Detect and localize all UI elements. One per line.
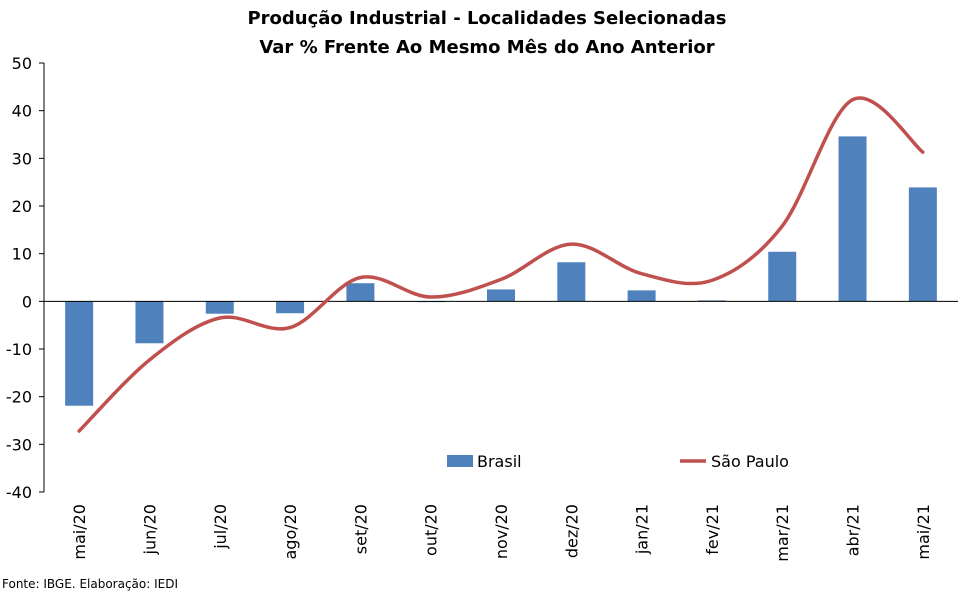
sao-paulo-line — [77, 96, 925, 433]
bar-brasil-abr-21 — [838, 136, 867, 302]
bar-brasil-set-20 — [346, 283, 375, 302]
y-tick-label: 0 — [22, 292, 32, 311]
source-note: Fonte: IBGE. Elaboração: IEDI — [2, 577, 178, 591]
bar-brasil-nov-20 — [487, 289, 515, 302]
x-tick-label-mai-20: mai/20 — [70, 504, 89, 560]
brasil-bars — [65, 136, 937, 406]
x-tick-label-mai-21: mai/21 — [914, 504, 933, 560]
x-tick-label-jun-20: jun/20 — [140, 504, 159, 555]
bar-brasil-mai-20 — [65, 301, 94, 406]
x-tick-label-abr-21: abr/21 — [844, 504, 863, 556]
x-tick-label-jan-21: jan/21 — [633, 504, 652, 555]
y-tick-label: 10 — [12, 245, 32, 264]
bar-brasil-jan-21 — [627, 290, 656, 302]
x-tick-label-out-20: out/20 — [422, 504, 441, 556]
x-tick-label-jul-20: jul/20 — [211, 504, 230, 550]
bar-brasil-jul-20 — [205, 301, 234, 314]
y-tick-label: 20 — [12, 197, 32, 216]
y-tick-label: 30 — [12, 149, 32, 168]
y-tick-label: -20 — [6, 388, 32, 407]
bar-brasil-mai-21 — [908, 187, 937, 302]
bar-brasil-mar-21 — [768, 251, 797, 302]
legend-label-brasil: Brasil — [477, 452, 522, 471]
y-tick-label: 50 — [12, 54, 32, 73]
y-tick-label: -40 — [6, 483, 32, 502]
y-tick-label: -30 — [6, 435, 32, 454]
x-tick-label-mar-21: mar/21 — [773, 504, 792, 562]
x-tick-label-set-20: set/20 — [351, 504, 370, 554]
x-axis-tick-labels: mai/20 jun/20 jul/20 ago/20 set/20 out/20 nov/… — [70, 504, 933, 562]
chart-title: Produção Industrial - Localidades Seleci… — [247, 8, 726, 29]
x-tick-label-fev-21: fev/21 — [703, 504, 722, 555]
legend-label-sao-paulo: São Paulo — [711, 452, 789, 471]
bar-brasil-dez-20 — [557, 262, 586, 302]
y-tick-label: -10 — [6, 340, 32, 359]
x-tick-label-dez-20: dez/20 — [562, 504, 581, 558]
x-tick-label-nov-20: nov/20 — [492, 504, 511, 559]
x-tick-label-ago-20: ago/20 — [281, 504, 300, 560]
legend: Brasil São Paulo — [447, 452, 789, 471]
bar-brasil-jun-20 — [135, 301, 164, 344]
legend-swatch-brasil — [447, 455, 473, 467]
bar-brasil-ago-20 — [276, 301, 305, 314]
y-axis-ticks: -40 -30 -20 -10 0 10 20 30 40 50 — [6, 54, 44, 502]
y-tick-label: 40 — [12, 102, 32, 121]
chart-subtitle: Var % Frente Ao Mesmo Mês do Ano Anterio… — [259, 37, 714, 58]
